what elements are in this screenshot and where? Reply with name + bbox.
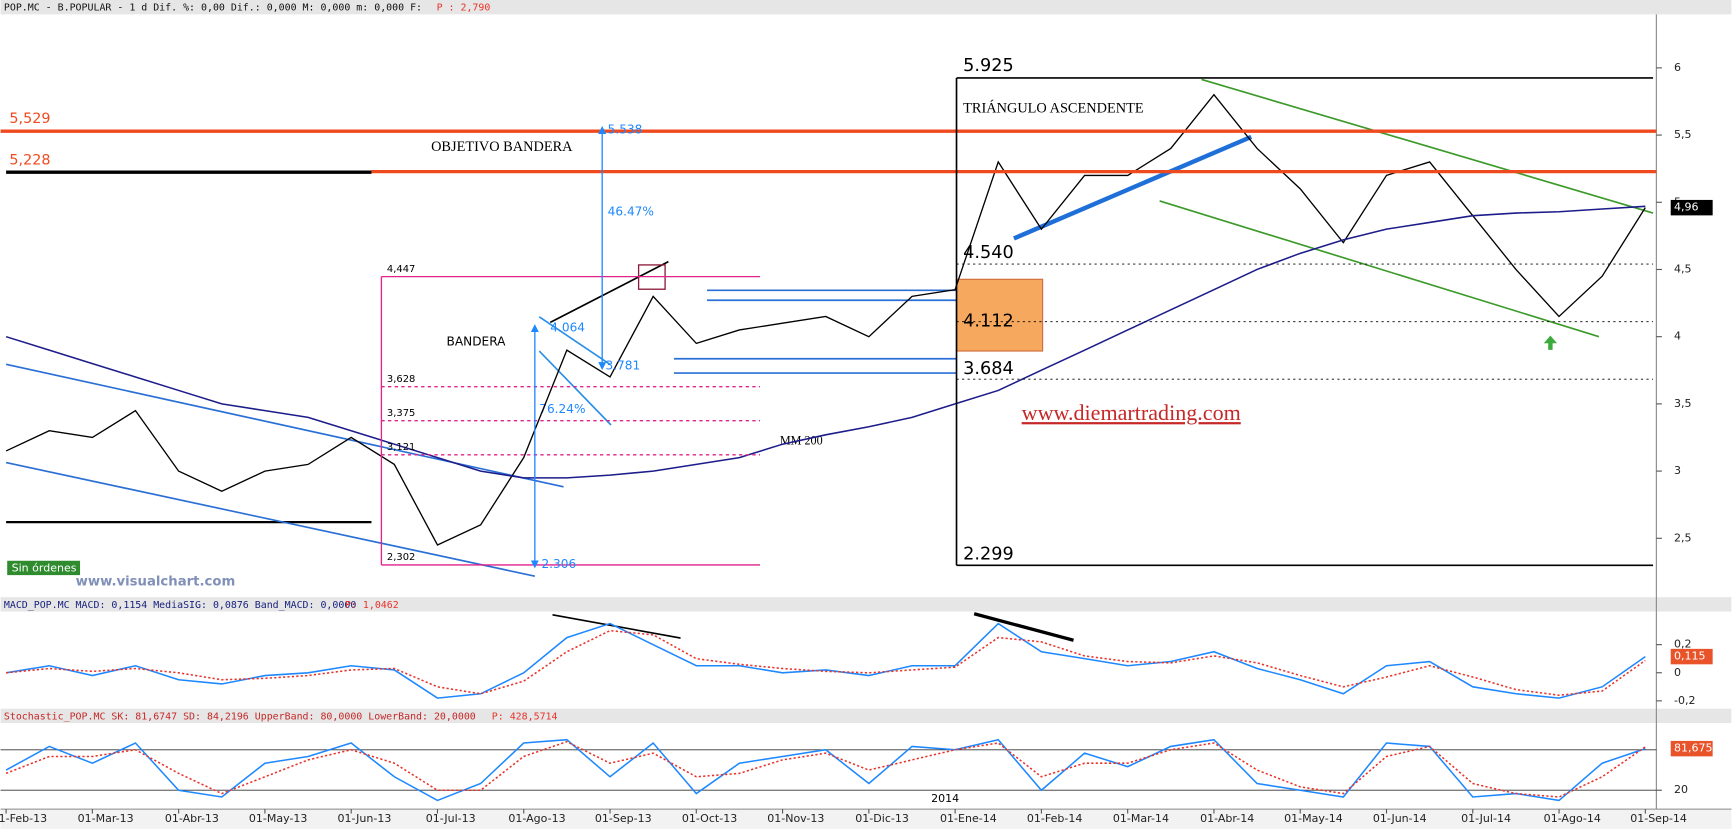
- annotation: 76.24%: [539, 402, 585, 416]
- x-tick-label: 01-Ago-13: [508, 812, 565, 825]
- fib-label: 3,628: [387, 374, 415, 385]
- watermark-link: www.diemartrading.com: [1022, 400, 1241, 425]
- y-tick-label: 4,5: [1674, 262, 1692, 275]
- channel-line: [1159, 200, 1600, 338]
- annotation: OBJETIVO BANDERA: [431, 139, 573, 155]
- stoch-header-bar: [0, 708, 1732, 724]
- macd-header-bar: [0, 597, 1732, 612]
- last-value-label: 81,675: [1674, 742, 1713, 755]
- x-tick-label: 01-Feb-14: [1027, 812, 1082, 825]
- stoch-header: Stochastic_POP.MC SK: 81,6747 SD: 84,219…: [4, 711, 476, 722]
- flag-line: [538, 350, 612, 426]
- price-header-p: P : 2,790: [437, 3, 491, 14]
- macd-header: MACD_POP.MC MACD: 0,1154 MediaSIG: 0,087…: [4, 600, 356, 611]
- x-tick-label: 01-Oct-13: [682, 812, 737, 825]
- channel-line: [5, 363, 564, 488]
- annotation: BANDERA: [447, 335, 507, 349]
- x-tick-label: 01-Jun-13: [338, 812, 392, 825]
- y-tick-label: 3,5: [1674, 397, 1692, 410]
- flag-line: [538, 316, 611, 365]
- triangle-support: [1013, 134, 1253, 241]
- x-tick-label: 01-Jul-13: [426, 812, 476, 825]
- series-line: [5, 622, 1646, 699]
- buy-arrow: [1543, 335, 1558, 350]
- series-line: [5, 738, 1646, 802]
- series-line-2: [6, 629, 1646, 696]
- price-level-label: 3.684: [963, 359, 1014, 379]
- level-box: [955, 278, 1044, 352]
- y-tick-label: 4: [1674, 330, 1681, 343]
- year-label: 2014: [931, 792, 959, 805]
- fib-label: 3,375: [387, 408, 415, 419]
- divergence-line: [973, 612, 1074, 642]
- price-level-label: 5,529: [9, 111, 50, 127]
- macd-header-p: P: 1,0462: [345, 600, 399, 611]
- stoch-header-p: P: 428,5714: [492, 711, 558, 722]
- x-tick-label: 01-Jul-14: [1461, 812, 1511, 825]
- status-badge: [7, 560, 81, 576]
- x-tick-label: 01-Sep-14: [1630, 812, 1687, 825]
- price-header: POP.MC - B.POPULAR - 1 d Dif. %: 0,00 Di…: [4, 3, 422, 14]
- x-tick-label: 01-Ago-14: [1544, 812, 1601, 825]
- y-tick-label: -0,2: [1674, 694, 1696, 707]
- trend-line: [549, 260, 669, 324]
- status-text: Sin órdenes: [12, 561, 77, 574]
- fib-label: 3,121: [387, 442, 415, 453]
- annotation: TRIÁNGULO ASCENDENTE: [963, 100, 1144, 117]
- annotation: 46.47%: [608, 204, 654, 218]
- y-tick-label: 5,5: [1674, 128, 1692, 141]
- price-level-label: 4.112: [963, 312, 1014, 332]
- x-axis-bar: [0, 809, 1732, 829]
- y-tick-label: 6: [1674, 61, 1681, 74]
- last-value-tag: [1670, 648, 1713, 665]
- last-value-label: 4,96: [1674, 201, 1699, 214]
- x-tick-label: 01-Jun-14: [1373, 812, 1427, 825]
- price-level-label: 4.540: [963, 243, 1014, 263]
- x-tick-label: 01-Nov-13: [767, 812, 824, 825]
- last-value-label: 0,115: [1674, 650, 1706, 663]
- last-value-tag: [1670, 740, 1713, 757]
- y-tick-label: 20: [1674, 783, 1688, 796]
- series-line-2: [5, 740, 1646, 798]
- channel-line: [1201, 78, 1654, 214]
- x-tick-label: 01-Abr-14: [1200, 812, 1254, 825]
- series-line: [5, 93, 1646, 546]
- x-tick-label: 01-May-14: [1284, 812, 1343, 825]
- flag-label: 2.306: [541, 557, 576, 571]
- x-tick-label: 01-May-13: [249, 812, 308, 825]
- x-tick-label: 01-Feb-13: [0, 812, 47, 825]
- watermark: www.visualchart.com: [76, 575, 236, 590]
- fib-label: 2,302: [387, 552, 415, 563]
- price-header-bar: [0, 0, 1732, 15]
- y-tick-label: 2,5: [1674, 531, 1692, 544]
- price-level-label: 5.925: [963, 56, 1014, 76]
- fib-label: 4,447: [387, 264, 415, 275]
- price-level-label: 5,228: [9, 153, 50, 169]
- y-tick-label: 0: [1674, 666, 1681, 679]
- y-tick-label: 0,2: [1674, 638, 1692, 651]
- x-tick-label: 01-Ene-14: [940, 812, 997, 825]
- x-tick-label: 01-Sep-13: [595, 812, 652, 825]
- series-line-2: [5, 205, 1646, 479]
- flag-label: 4.064: [550, 321, 585, 335]
- last-value-tag: [1670, 199, 1713, 216]
- x-tick-label: 01-Dic-13: [855, 812, 909, 825]
- x-tick-label: 01-Abr-13: [165, 812, 219, 825]
- channel-line: [5, 461, 536, 578]
- flag-label: 3.781: [605, 359, 640, 373]
- x-tick-label: 01-Mar-14: [1113, 812, 1169, 825]
- flag-label: 5.538: [608, 122, 643, 136]
- y-tick-label: 3: [1674, 464, 1681, 477]
- x-tick-label: 01-Mar-13: [78, 812, 134, 825]
- price-level-label: 2.299: [963, 544, 1014, 564]
